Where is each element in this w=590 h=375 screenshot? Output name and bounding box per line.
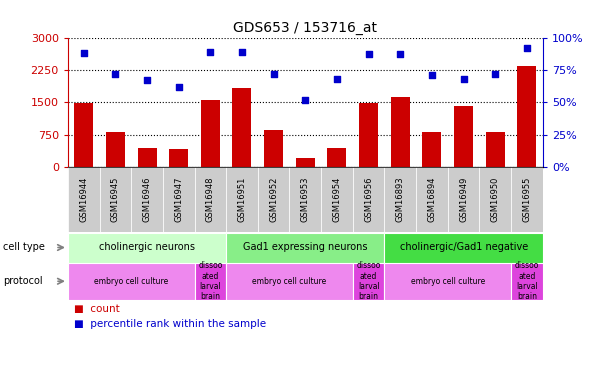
Point [269,71,278,77]
Bar [201,100,220,167]
Bar [448,167,480,232]
Point [301,97,310,103]
Text: dissoo
ated
larval
brain: dissoo ated larval brain [356,261,381,302]
Text: dissoo
ated
larval
brain: dissoo ated larval brain [515,261,539,302]
Text: GSM16945: GSM16945 [111,177,120,222]
Point [364,51,373,57]
Bar [137,148,156,167]
Bar [385,167,416,232]
Bar [74,103,93,167]
Text: GSM16954: GSM16954 [333,177,342,222]
Bar [163,167,195,232]
Bar [416,167,448,232]
Text: dissoo
ated
larval
brain: dissoo ated larval brain [198,261,222,302]
Point [427,72,437,78]
Bar [232,88,251,167]
Bar [195,167,226,232]
Text: Gad1 expressing neurons: Gad1 expressing neurons [243,243,368,252]
Point [111,71,120,77]
Text: embryo cell culture: embryo cell culture [94,277,168,286]
Text: GSM16955: GSM16955 [523,177,532,222]
Bar [422,132,441,167]
Text: ■  count: ■ count [74,304,120,314]
Text: GSM16951: GSM16951 [238,177,247,222]
Bar [264,130,283,167]
Bar [68,262,195,300]
Bar [359,103,378,167]
Point [522,45,532,51]
Point [79,50,88,56]
Text: cholinergic/Gad1 negative: cholinergic/Gad1 negative [399,243,528,252]
Text: GSM16893: GSM16893 [396,177,405,222]
Bar [353,262,385,300]
Point [206,49,215,55]
Text: cell type: cell type [3,243,45,252]
Point [396,51,405,57]
Bar [385,232,543,262]
Text: ■  percentile rank within the sample: ■ percentile rank within the sample [74,320,266,329]
Text: GSM16949: GSM16949 [459,177,468,222]
Bar [226,262,353,300]
Bar [391,97,410,167]
Bar [486,132,505,167]
Point [491,71,500,77]
Bar [517,66,536,167]
Bar [290,167,321,232]
Bar [258,167,290,232]
Bar [385,262,511,300]
Bar [353,167,385,232]
Text: GSM16948: GSM16948 [206,177,215,222]
Point [142,77,152,83]
Bar [511,167,543,232]
Text: embryo cell culture: embryo cell culture [411,277,485,286]
Text: GSM16950: GSM16950 [491,177,500,222]
Text: cholinergic neurons: cholinergic neurons [99,243,195,252]
Text: GSM16894: GSM16894 [428,177,437,222]
Point [174,84,183,90]
Title: GDS653 / 153716_at: GDS653 / 153716_at [233,21,378,35]
Bar [169,149,188,167]
Bar [454,106,473,167]
Bar [511,262,543,300]
Bar [226,167,258,232]
Point [332,76,342,82]
Text: GSM16953: GSM16953 [301,177,310,222]
Bar [68,167,100,232]
Text: GSM16944: GSM16944 [79,177,88,222]
Bar [100,167,131,232]
Text: protocol: protocol [3,276,42,286]
Text: embryo cell culture: embryo cell culture [253,277,327,286]
Bar [106,132,125,167]
Bar [296,158,315,167]
Bar [226,232,385,262]
Bar [327,148,346,167]
Bar [321,167,353,232]
Text: GSM16946: GSM16946 [143,177,152,222]
Bar [131,167,163,232]
Bar [195,262,226,300]
Text: GSM16956: GSM16956 [364,177,373,222]
Text: GSM16947: GSM16947 [174,177,183,222]
Point [459,76,468,82]
Bar [480,167,511,232]
Text: GSM16952: GSM16952 [269,177,278,222]
Bar [68,232,226,262]
Point [237,49,247,55]
